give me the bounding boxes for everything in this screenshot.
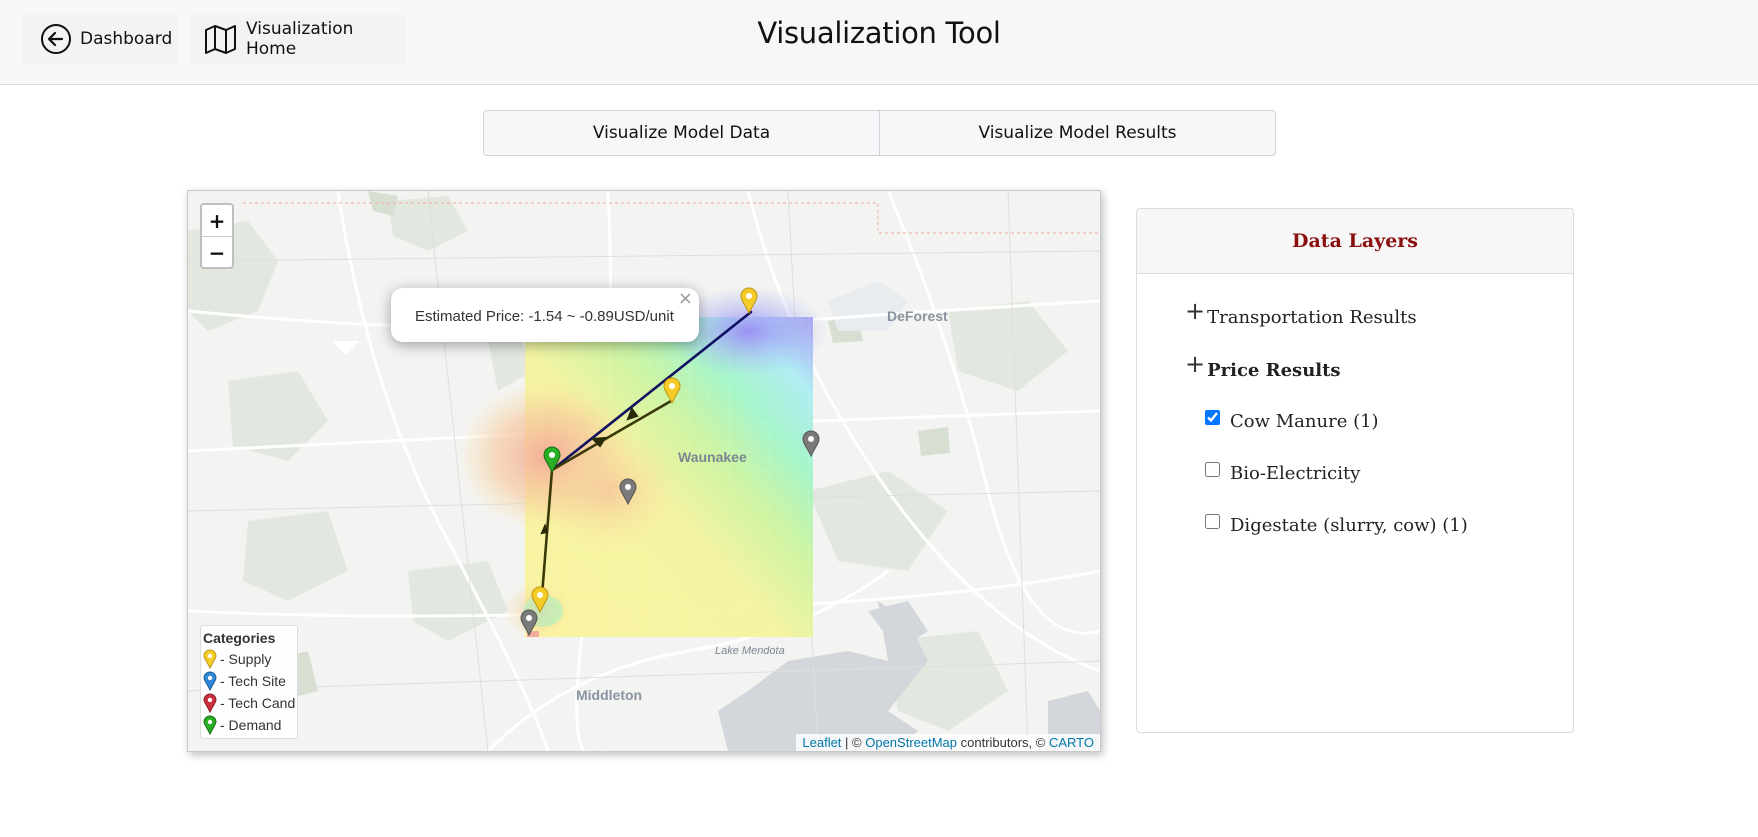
place-label-lake-mendota: Lake Mendota (715, 645, 785, 657)
legend-item-demand: - Demand (203, 714, 297, 736)
tech-site-pin-icon (203, 671, 217, 691)
popup-text: Estimated Price: -1.54 ~ -0.89USD/unit (415, 308, 674, 325)
dashboard-label: Dashboard (80, 29, 173, 49)
map-base-layer (188, 191, 1100, 751)
tab-visualize-model-data[interactable]: Visualize Model Data (592, 123, 771, 143)
option-label: Cow Manure (1) (1230, 411, 1379, 432)
top-bar: Dashboard Visualization Home Visualizati… (0, 0, 1758, 85)
carto-link[interactable]: CARTO (1048, 735, 1094, 750)
group-label: Price Results (1207, 359, 1341, 381)
dashboard-button[interactable]: Dashboard (22, 14, 178, 64)
attribution-contributors: contributors, © (957, 735, 1049, 750)
demand-pin-icon (203, 715, 217, 735)
page-title: Visualization Tool (757, 16, 1001, 50)
map[interactable]: DeForest Waunakee Middleton Lake Mendota… (187, 190, 1101, 752)
legend-label: - Supply (220, 651, 272, 667)
legend-item-tech-site: - Tech Site (203, 670, 297, 692)
site-marker[interactable] (520, 609, 538, 637)
legend-label: - Demand (220, 717, 282, 733)
place-label-deforest: DeForest (887, 308, 948, 324)
demand-marker[interactable] (543, 446, 561, 474)
openstreetmap-link[interactable]: OpenStreetMap (865, 735, 958, 750)
group-transportation-results[interactable]: + Transportation Results (1185, 299, 1417, 329)
expand-icon: + (1185, 350, 1206, 378)
tech-cand-pin-icon (203, 693, 217, 713)
categories-legend: Categories - Supply - Tech Site - Tech C… (200, 625, 298, 739)
group-price-results[interactable]: + Price Results (1185, 352, 1341, 382)
bio-electricity-checkbox[interactable] (1205, 462, 1220, 477)
group-label: Transportation Results (1207, 306, 1417, 328)
map-markers (520, 287, 820, 637)
site-marker[interactable] (619, 478, 637, 506)
zoom-control: + − (200, 203, 234, 269)
popup-close-button[interactable]: × (677, 288, 693, 309)
expand-icon: + (1185, 297, 1206, 325)
supply-marker[interactable] (663, 377, 681, 405)
site-marker[interactable] (802, 430, 820, 458)
leaflet-link[interactable]: Leaflet (802, 735, 842, 750)
option-bio-electricity[interactable]: Bio-Electricity (1205, 462, 1361, 484)
supply-marker[interactable] (740, 287, 758, 315)
attribution-sep: | © (841, 735, 866, 750)
place-label-waunakee: Waunakee (678, 449, 747, 465)
legend-label: - Tech Cand (220, 695, 296, 711)
visualization-home-button[interactable]: Visualization Home (190, 14, 406, 64)
legend-title: Categories (203, 630, 276, 646)
visualization-home-label: Visualization Home (246, 19, 354, 59)
legend-item-supply: - Supply (203, 648, 297, 670)
legend-label: - Tech Site (220, 673, 286, 689)
digestate-checkbox[interactable] (1205, 514, 1220, 529)
option-cow-manure[interactable]: Cow Manure (1) (1205, 410, 1379, 432)
popup-tip (332, 341, 360, 355)
option-digestate[interactable]: Digestate (slurry, cow) (1) (1205, 514, 1468, 536)
zoom-out-button[interactable]: − (202, 236, 232, 268)
place-label-middleton: Middleton (576, 687, 643, 703)
data-layers-panel: Data Layers + Transportation Results + P… (1136, 208, 1574, 733)
map-attribution: Leaflet | © OpenStreetMap contributors, … (796, 734, 1100, 751)
tab-visualize-model-results[interactable]: Visualize Model Results (879, 111, 1275, 155)
supply-marker[interactable] (531, 586, 549, 614)
zoom-in-button[interactable]: + (208, 208, 226, 233)
option-label: Bio-Electricity (1230, 463, 1361, 484)
price-popup: Estimated Price: -1.54 ~ -0.89USD/unit × (391, 288, 699, 342)
supply-pin-icon (203, 649, 217, 669)
map-icon (204, 22, 238, 56)
cow-manure-checkbox[interactable] (1205, 410, 1220, 425)
view-tabs: Visualize Model Data Visualize Model Res… (483, 110, 1276, 156)
panel-title: Data Layers (1137, 209, 1573, 274)
arrow-left-circle-icon (40, 23, 72, 55)
option-label: Digestate (slurry, cow) (1) (1230, 515, 1468, 536)
legend-item-tech-cand: - Tech Cand (203, 692, 297, 714)
